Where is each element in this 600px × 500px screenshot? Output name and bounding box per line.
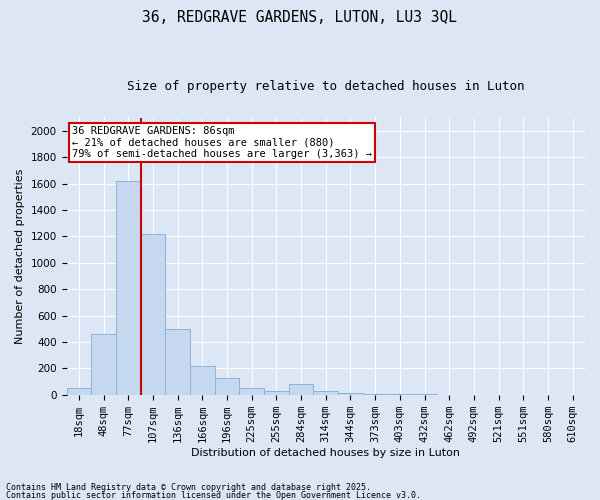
Bar [67,388,91,394]
X-axis label: Distribution of detached houses by size in Luton: Distribution of detached houses by size … [191,448,460,458]
Bar [190,366,215,394]
Bar [165,329,190,394]
Text: Contains HM Land Registry data © Crown copyright and database right 2025.: Contains HM Land Registry data © Crown c… [6,484,371,492]
Bar [140,234,165,394]
Bar [289,384,313,394]
Bar [338,392,363,394]
Bar [116,181,140,394]
Text: 36, REDGRAVE GARDENS, LUTON, LU3 3QL: 36, REDGRAVE GARDENS, LUTON, LU3 3QL [143,10,458,25]
Text: 36 REDGRAVE GARDENS: 86sqm
← 21% of detached houses are smaller (880)
79% of sem: 36 REDGRAVE GARDENS: 86sqm ← 21% of deta… [72,126,372,160]
Title: Size of property relative to detached houses in Luton: Size of property relative to detached ho… [127,80,524,93]
Text: Contains public sector information licensed under the Open Government Licence v3: Contains public sector information licen… [6,490,421,500]
Bar [313,391,338,394]
Bar [239,388,264,394]
Y-axis label: Number of detached properties: Number of detached properties [15,168,25,344]
Bar [264,391,289,394]
Bar [215,378,239,394]
Bar [91,334,116,394]
